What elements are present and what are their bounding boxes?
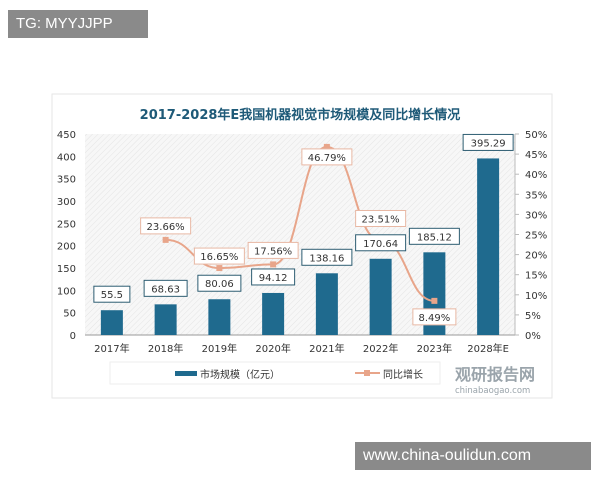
right-tick-label: 35% bbox=[525, 190, 547, 201]
left-tick-label: 350 bbox=[57, 175, 76, 186]
growth-marker bbox=[216, 265, 223, 272]
right-tick-label: 20% bbox=[525, 251, 547, 262]
legend-line-marker bbox=[364, 370, 370, 376]
growth-value-box bbox=[355, 209, 407, 227]
bar-value-box bbox=[355, 234, 407, 252]
x-tick-label: 2020年 bbox=[255, 342, 290, 355]
legend: 市场规模（亿元） 同比增长 bbox=[109, 361, 441, 385]
bar-value-box bbox=[197, 274, 242, 292]
bar-value-box bbox=[143, 279, 188, 297]
bar-value-box bbox=[251, 268, 296, 286]
website-tag: www.china-oulidun.com bbox=[355, 442, 591, 470]
right-tick-label: 15% bbox=[525, 271, 547, 282]
left-tick-label: 450 bbox=[57, 130, 76, 141]
bar bbox=[154, 304, 177, 335]
bar-value-label: 68.63 bbox=[151, 284, 180, 295]
growth-value-label: 46.79% bbox=[308, 153, 346, 164]
right-tick-label: 0% bbox=[525, 331, 541, 342]
bar-value-label: 185.12 bbox=[417, 232, 452, 243]
legend-bar-swatch bbox=[175, 371, 197, 376]
x-tick-label: 2022年 bbox=[363, 342, 398, 355]
top-left-tag: TG: MYYJJPP bbox=[8, 10, 148, 38]
left-tick-label: 0 bbox=[70, 331, 76, 342]
chart-title: 2017-2028年E我国机器视觉市场规模及同比增长情况 bbox=[140, 107, 461, 123]
bar bbox=[100, 310, 123, 335]
growth-value-label: 8.49% bbox=[418, 313, 450, 324]
growth-value-label: 23.66% bbox=[147, 222, 185, 233]
x-tick-label: 2019年 bbox=[202, 342, 237, 355]
growth-value-box bbox=[247, 241, 299, 259]
left-tick-label: 300 bbox=[57, 197, 76, 208]
x-tick-label: 2023年 bbox=[417, 342, 452, 355]
left-tick-label: 200 bbox=[57, 242, 76, 253]
legend-line-label: 同比增长 bbox=[383, 368, 423, 381]
bar-value-label: 55.5 bbox=[101, 290, 123, 301]
bar bbox=[315, 273, 338, 335]
growth-marker bbox=[270, 261, 277, 268]
bar bbox=[208, 299, 231, 335]
bar-value-label: 94.12 bbox=[259, 273, 288, 284]
right-tick-label: 45% bbox=[525, 150, 547, 161]
x-tick-label: 2028年E bbox=[467, 342, 509, 355]
left-tick-label: 250 bbox=[57, 219, 76, 230]
bar-value-label: 395.29 bbox=[471, 138, 506, 149]
growth-value-label: 16.65% bbox=[200, 252, 238, 263]
right-tick-label: 5% bbox=[525, 311, 541, 322]
watermark-logo: 观研报告网 bbox=[455, 365, 535, 384]
bar-value-box bbox=[301, 248, 353, 266]
growth-marker bbox=[431, 297, 438, 304]
growth-value-label: 17.56% bbox=[254, 246, 292, 257]
growth-marker bbox=[323, 143, 330, 150]
watermark-domain: chinabaogao.com bbox=[455, 386, 530, 396]
bar bbox=[477, 158, 500, 335]
bar-value-box bbox=[462, 133, 514, 151]
x-tick-label: 2017年 bbox=[94, 342, 129, 355]
x-tick-label: 2021年 bbox=[309, 342, 344, 355]
growth-marker bbox=[162, 236, 169, 243]
bar bbox=[262, 292, 285, 335]
bar-value-label: 80.06 bbox=[205, 279, 234, 290]
right-tick-label: 40% bbox=[525, 170, 547, 181]
right-tick-label: 50% bbox=[525, 130, 547, 141]
growth-value-box bbox=[140, 217, 192, 235]
left-tick-label: 100 bbox=[57, 286, 76, 297]
growth-value-box bbox=[412, 308, 457, 326]
right-tick-label: 10% bbox=[525, 291, 547, 302]
bar-value-label: 170.64 bbox=[363, 239, 398, 250]
left-tick-label: 50 bbox=[63, 309, 76, 320]
growth-value-box bbox=[301, 148, 353, 166]
growth-value-label: 23.51% bbox=[362, 214, 400, 225]
left-tick-label: 150 bbox=[57, 264, 76, 275]
right-tick-label: 30% bbox=[525, 210, 547, 221]
bar bbox=[369, 258, 392, 335]
left-tick-label: 400 bbox=[57, 152, 76, 163]
growth-value-box bbox=[193, 247, 245, 265]
bar-value-label: 138.16 bbox=[309, 253, 344, 264]
bar-value-box bbox=[408, 227, 460, 245]
watermark: 观研报告网 chinabaogao.com bbox=[455, 365, 535, 396]
legend-bar-label: 市场规模（亿元） bbox=[200, 368, 280, 381]
x-tick-label: 2018年 bbox=[148, 342, 183, 355]
right-tick-label: 25% bbox=[525, 231, 547, 242]
bar-value-box bbox=[93, 285, 131, 303]
